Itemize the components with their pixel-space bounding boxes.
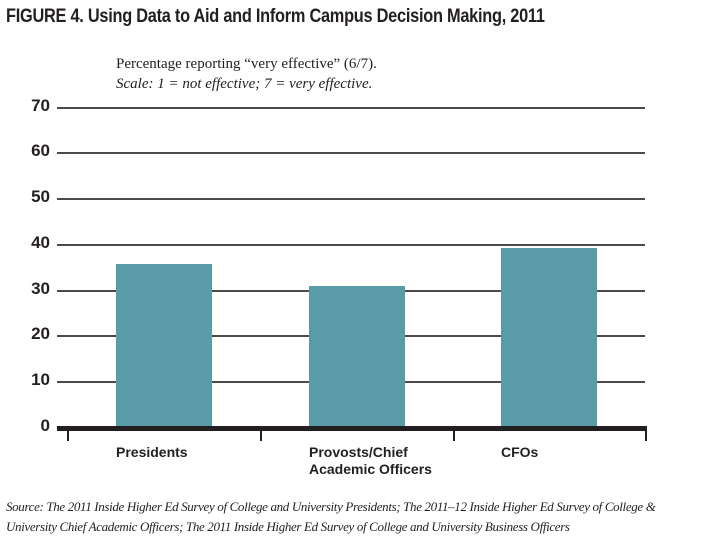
y-tick-label-10: 10: [31, 370, 50, 389]
bar-provosts-chief-academic-officers: [309, 286, 405, 427]
y-tick-label-60: 60: [31, 141, 50, 160]
gridline-60: [57, 152, 645, 154]
bar-presidents: [116, 264, 212, 427]
source-note: Source: The 2011 Inside Higher Ed Survey…: [6, 499, 656, 534]
figure-title: FIGURE 4. Using Data to Aid and Inform C…: [6, 6, 545, 27]
x-tick: [645, 430, 647, 441]
bar-cfos: [501, 248, 597, 427]
x-axis-baseline: [57, 426, 647, 431]
gridline-70: [57, 107, 645, 109]
y-tick-label-50: 50: [31, 187, 50, 206]
x-tick: [453, 430, 455, 441]
x-tick: [67, 430, 69, 441]
y-tick-label-30: 30: [31, 279, 50, 298]
x-label-presidents: Presidents: [116, 444, 188, 460]
x-tick: [260, 430, 262, 441]
subtitle-line-2: Scale: 1 = not effective; 7 = very effec…: [116, 76, 373, 92]
x-label-provosts: Provosts/Chief Academic Officers: [309, 444, 432, 477]
y-tick-label-40: 40: [31, 233, 50, 252]
x-label-cfos: CFOs: [501, 444, 539, 460]
chart-subtitle: Percentage reporting “very effective” (6…: [116, 54, 377, 94]
subtitle-line-1: Percentage reporting “very effective” (6…: [116, 56, 377, 72]
gridline-40: [57, 244, 645, 246]
y-tick-label-20: 20: [31, 324, 50, 343]
y-tick-label-70: 70: [31, 96, 50, 115]
gridline-50: [57, 198, 645, 200]
y-tick-label-0: 0: [40, 416, 50, 435]
